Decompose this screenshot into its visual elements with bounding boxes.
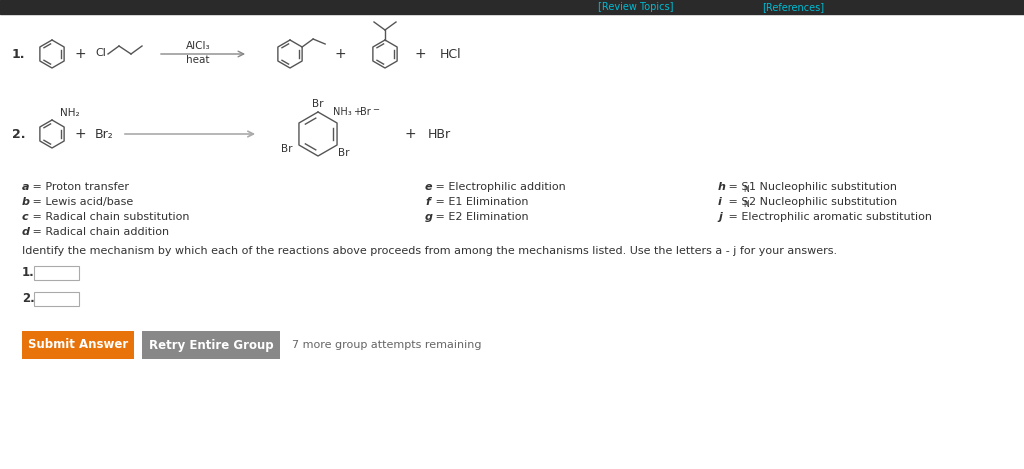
Text: b: b: [22, 197, 30, 207]
Text: f: f: [425, 197, 430, 207]
Text: e: e: [425, 182, 432, 192]
Text: 2 Nucleophilic substitution: 2 Nucleophilic substitution: [749, 197, 897, 207]
Text: HBr: HBr: [428, 128, 452, 141]
Bar: [34, 292, 79, 306]
Text: N: N: [743, 199, 749, 209]
Text: [Review Topics]: [Review Topics]: [598, 2, 674, 12]
Text: Cl: Cl: [95, 48, 105, 58]
Text: c: c: [22, 212, 29, 222]
Text: Br₂: Br₂: [95, 128, 114, 141]
Text: 1.: 1.: [22, 266, 35, 280]
Text: Br: Br: [312, 99, 324, 109]
Text: = Radical chain substitution: = Radical chain substitution: [29, 212, 189, 222]
Text: d: d: [22, 227, 30, 237]
Text: g: g: [425, 212, 433, 222]
Text: = S: = S: [725, 197, 749, 207]
Text: 7 more group attempts remaining: 7 more group attempts remaining: [292, 340, 481, 350]
Text: = Lewis acid/base: = Lewis acid/base: [29, 197, 133, 207]
Text: +: +: [404, 127, 416, 141]
Text: i: i: [718, 197, 722, 207]
Text: = E2 Elimination: = E2 Elimination: [432, 212, 528, 222]
Text: = S: = S: [725, 182, 749, 192]
Text: NH₂: NH₂: [60, 108, 80, 118]
Text: j: j: [718, 212, 722, 222]
Bar: [142, 331, 280, 359]
Text: 1.: 1.: [12, 47, 26, 61]
Text: +: +: [353, 107, 361, 117]
Text: Submit Answer: Submit Answer: [28, 339, 128, 351]
Text: +: +: [334, 47, 346, 61]
Text: 1 Nucleophilic substitution: 1 Nucleophilic substitution: [749, 182, 897, 192]
Text: = E1 Elimination: = E1 Elimination: [432, 197, 528, 207]
Text: +: +: [74, 127, 86, 141]
Text: Identify the mechanism by which each of the reactions above proceeds from among : Identify the mechanism by which each of …: [22, 246, 838, 256]
Bar: [22, 331, 134, 359]
Bar: [0, 0, 1024, 14]
Text: −: −: [372, 105, 379, 114]
Text: [References]: [References]: [762, 2, 824, 12]
Text: HCl: HCl: [440, 47, 462, 61]
Text: Br: Br: [360, 107, 371, 117]
Text: Br: Br: [338, 148, 349, 158]
Bar: [34, 266, 79, 280]
Text: 2.: 2.: [22, 293, 35, 305]
Text: = Electrophilic aromatic substitution: = Electrophilic aromatic substitution: [725, 212, 932, 222]
Text: a: a: [22, 182, 30, 192]
Text: Br: Br: [281, 144, 293, 154]
Text: +: +: [74, 47, 86, 61]
Text: = Electrophilic addition: = Electrophilic addition: [432, 182, 565, 192]
Text: Retry Entire Group: Retry Entire Group: [148, 339, 273, 351]
Text: h: h: [718, 182, 726, 192]
Text: AlCl₃: AlCl₃: [185, 41, 210, 51]
Text: N: N: [743, 184, 749, 194]
Text: NH₃: NH₃: [333, 107, 352, 117]
Text: = Radical chain addition: = Radical chain addition: [29, 227, 169, 237]
Text: 2.: 2.: [12, 128, 26, 141]
Text: = Proton transfer: = Proton transfer: [29, 182, 129, 192]
Text: heat: heat: [186, 55, 210, 65]
Text: +: +: [414, 47, 426, 61]
